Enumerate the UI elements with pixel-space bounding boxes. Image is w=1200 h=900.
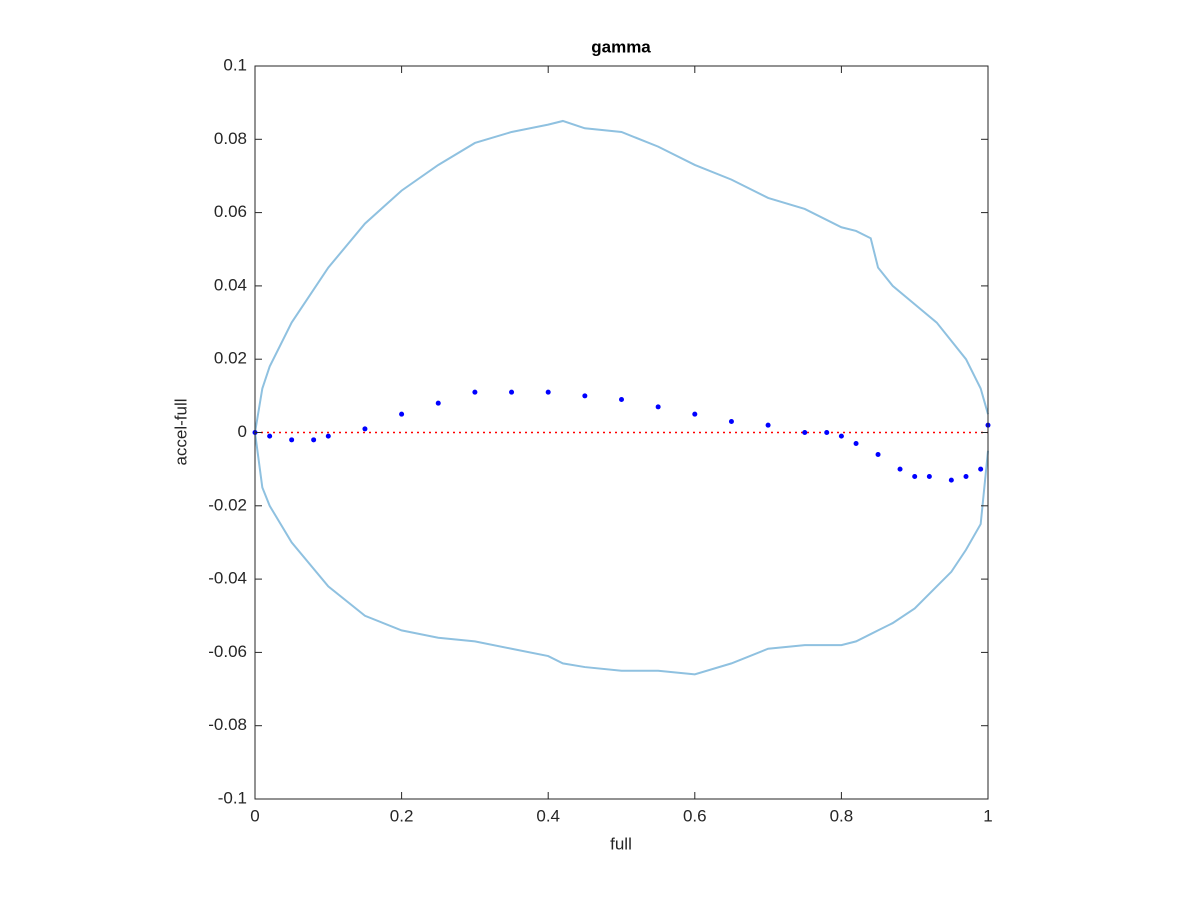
scatter-point (362, 426, 368, 432)
y-tick-label: -0.06 (208, 642, 247, 661)
x-tick-label: 1 (983, 806, 992, 825)
scatter-point (875, 451, 881, 457)
y-tick-label: -0.1 (218, 788, 247, 807)
y-tick-label: 0.1 (223, 55, 247, 74)
scatter-point (897, 466, 903, 472)
scatter-point (582, 393, 588, 399)
scatter-point (509, 389, 515, 395)
line (254, 432, 989, 676)
y-tick-label: 0.04 (214, 275, 247, 294)
scatter-point (948, 477, 954, 483)
scatter-point (399, 411, 405, 417)
x-tick-label: 0.4 (536, 806, 560, 825)
x-tick-label: 0.6 (683, 806, 707, 825)
scatter-point (472, 389, 478, 395)
scatter-point (853, 440, 859, 446)
scatter-point (963, 473, 969, 479)
x-axis-label: full (610, 834, 632, 853)
scatter-point (655, 404, 661, 410)
y-tick-label: 0.06 (214, 202, 247, 221)
scatter-point (978, 466, 984, 472)
scatter-point (325, 433, 331, 439)
scatter-point (289, 437, 295, 443)
y-axis-label: accel-full (171, 398, 190, 465)
y-tick-label: 0 (238, 422, 247, 441)
scatter-point (802, 430, 808, 435)
y-tick-label: 0.08 (214, 129, 247, 148)
x-tick-label: 0 (250, 806, 259, 825)
scatter-point (267, 433, 273, 439)
y-tick-label: 0.02 (214, 349, 247, 368)
scatter-point (912, 473, 918, 479)
chart-title: gamma (591, 37, 651, 56)
scatter-point (435, 400, 441, 406)
scatter-point (692, 411, 698, 417)
x-tick-label: 0.2 (390, 806, 414, 825)
scatter-point (619, 397, 624, 403)
y-tick-label: -0.02 (208, 495, 247, 514)
scatter-point (926, 473, 932, 479)
scatter-point (765, 422, 771, 428)
line (254, 119, 989, 433)
y-tick-label: -0.04 (208, 569, 247, 588)
scatter-point (311, 437, 317, 443)
scatter-point (838, 433, 844, 439)
x-tick-label: 0.8 (830, 806, 854, 825)
y-tick-label: -0.08 (208, 715, 247, 734)
scatter-point (545, 389, 551, 395)
scatter-point (824, 430, 830, 435)
scatter-point (728, 419, 734, 425)
